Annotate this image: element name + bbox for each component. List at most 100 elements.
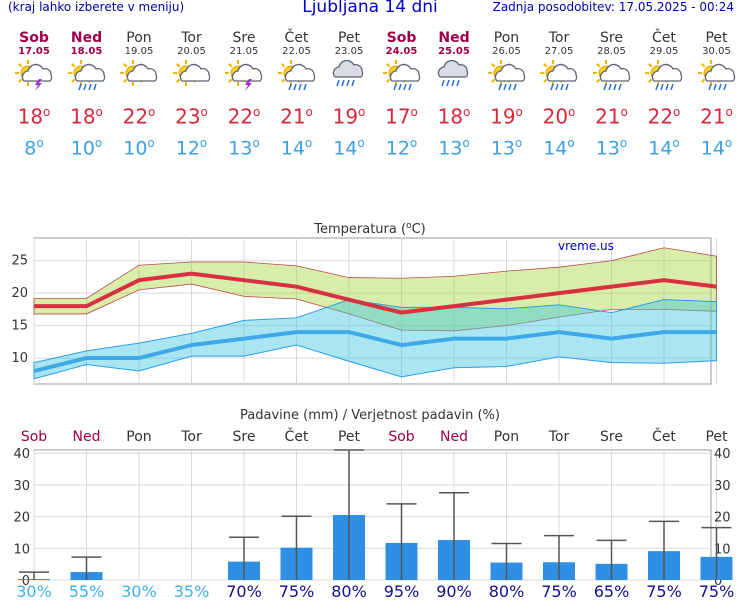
- min-temp-line: [33, 330, 717, 373]
- temp-min: 10o: [123, 135, 155, 159]
- weather-icon-cell: [166, 59, 218, 99]
- day-date: 18.05: [70, 46, 103, 57]
- precip-probability-label: 75%: [699, 582, 735, 600]
- x-tick-label: Sob: [388, 429, 414, 445]
- day-date: 22.05: [282, 46, 311, 57]
- temp-min: 12o: [385, 135, 418, 159]
- temp-min: 10o: [70, 135, 103, 159]
- weather-icon-cell: [376, 59, 428, 99]
- day-column: Pet 23.05 19o 14o: [323, 30, 375, 161]
- day-date: 17.05: [18, 46, 50, 57]
- weather-icon-cell: [218, 59, 270, 99]
- temp-min: 12o: [175, 135, 208, 159]
- temp-min: 13o: [490, 135, 523, 159]
- sun-cloud-rain-icon: [487, 60, 525, 91]
- day-column: Ned 18.05 18o 10o: [61, 30, 113, 161]
- weather-icon-cell: [586, 59, 638, 99]
- y-tick-label-left: 30: [13, 479, 30, 494]
- precip-probability-label: 80%: [489, 582, 525, 600]
- temp-min: 14o: [648, 135, 680, 159]
- temp-min: 8o: [24, 135, 44, 159]
- temp-max: 18o: [70, 104, 103, 129]
- precip-probability-label: 95%: [384, 582, 420, 600]
- location-hint[interactable]: (kraj lahko izberete v meniju): [8, 0, 185, 14]
- max-temp-line: [34, 271, 717, 315]
- day-date: 24.05: [385, 46, 418, 57]
- day-column: Tor 27.05 20o 14o: [533, 30, 585, 161]
- temp-max: 22o: [647, 104, 681, 129]
- weather-icon-cell: [638, 59, 690, 99]
- temp-min: 14o: [333, 135, 365, 159]
- temp-max: 18o: [437, 104, 471, 129]
- temperature-chart: Temperatura (oC) 10 15 20 25 vreme.us: [11, 221, 717, 385]
- day-name: Sre: [232, 30, 256, 46]
- precip-probability-label: 65%: [594, 582, 630, 600]
- temp-max: 19o: [332, 104, 366, 129]
- precip-probability-label: 55%: [69, 582, 105, 600]
- day-name: Pon: [493, 30, 520, 46]
- x-tick-label: Čet: [285, 427, 309, 445]
- precip-probability-label: 90%: [436, 582, 472, 600]
- x-tick-label: Tor: [548, 429, 570, 445]
- last-updated: Zadnja posodobitev: 17.05.2025 - 00:24: [492, 0, 734, 14]
- sun-cloud-rain-icon: [67, 60, 105, 91]
- x-tick-label: Pon: [126, 429, 151, 445]
- temp-max: 17o: [385, 104, 418, 129]
- day-date: 30.05: [702, 46, 731, 57]
- sun-cloud-icon: [172, 60, 210, 86]
- sun-cloud-rain-icon: [645, 60, 683, 91]
- day-column: Sre 28.05 21o 13o: [586, 30, 638, 161]
- weather-icon-cell: [323, 59, 375, 99]
- precipitation-chart: Padavine (mm) / Verjetnost padavin (%) So…: [13, 408, 735, 600]
- temp-max: 19o: [490, 104, 523, 129]
- temp-min: 14o: [543, 135, 575, 159]
- cloud-rain-icon: [437, 59, 469, 87]
- day-date: 23.05: [334, 46, 364, 57]
- temp-max: 23o: [175, 104, 208, 129]
- x-tick-label: Tor: [180, 429, 202, 445]
- sun-cloud-rain-icon: [697, 60, 735, 91]
- day-column: Tor 20.05 23o 12o: [166, 30, 218, 161]
- day-name: Sob: [386, 30, 417, 46]
- day-name: Sre: [600, 30, 623, 46]
- x-tick-label: Ned: [73, 429, 101, 445]
- sun-cloud-rain-icon: [592, 60, 630, 91]
- precip-probability-label: 75%: [541, 582, 577, 600]
- y-tick-label: 15: [11, 319, 28, 334]
- page-title: Ljubljana 14 dni: [302, 0, 438, 17]
- header-bar: (kraj lahko izberete v meniju) Ljubljana…: [0, 0, 740, 20]
- day-name: Pet: [705, 30, 728, 46]
- y-tick-label: 10: [11, 351, 28, 366]
- day-column: Pon 19.05 22o 10o: [113, 30, 165, 161]
- temp-chart-title: Temperatura (oC): [313, 221, 425, 237]
- weather-icon-cell: [428, 59, 480, 99]
- temp-min: 13o: [438, 135, 470, 159]
- temp-max: 20o: [542, 104, 576, 129]
- day-column: Ned 25.05 18o 13o: [428, 30, 480, 161]
- day-column: Sob 24.05 17o 12o: [376, 30, 428, 161]
- y-tick-label-left: 0: [22, 574, 30, 589]
- temp-min: 13o: [595, 135, 628, 159]
- weather-icon-cell: [113, 59, 165, 99]
- x-tick-label: Čet: [652, 427, 676, 445]
- x-tick-label: Ned: [440, 429, 468, 445]
- temp-max: 21o: [595, 104, 628, 129]
- day-date: 19.05: [124, 46, 154, 57]
- weather-icon-cell: [61, 59, 113, 99]
- y-tick-label-right: 0: [714, 574, 722, 589]
- precip-probability-label: 75%: [279, 582, 315, 600]
- sun-cloud-lightning-icon: [15, 60, 53, 91]
- temp-max: 18o: [17, 104, 51, 129]
- day-date: 20.05: [177, 46, 206, 57]
- x-tick-label: Pet: [705, 429, 728, 445]
- y-tick-label-left: 40: [13, 447, 30, 462]
- y-tick-label: 25: [11, 254, 28, 269]
- y-tick-label-left: 20: [13, 511, 30, 526]
- temp-min: 13o: [228, 135, 260, 159]
- day-date: 27.05: [544, 46, 574, 57]
- sun-cloud-icon: [120, 60, 158, 86]
- weather-icon-cell: [271, 59, 323, 99]
- day-column: Čet 22.05 21o 14o: [271, 30, 323, 161]
- weather-icon-cell: [8, 59, 60, 99]
- x-tick-label: Pet: [338, 429, 361, 445]
